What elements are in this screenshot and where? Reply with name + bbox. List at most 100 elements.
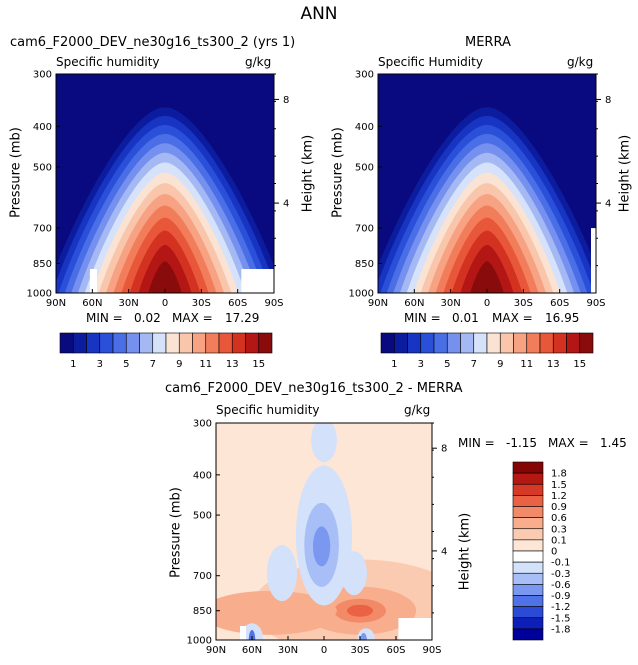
obs-colorbar-label: 5 [444,359,450,370]
model-ytick-label: 1000 [27,289,52,300]
diff-contour-region [248,630,256,640]
obs-colorbar-swatch [393,332,408,354]
model-xtick-label: 60S [228,298,247,309]
model-max-value: 17.29 [225,311,260,325]
model-humidity-plot [56,74,274,293]
obs-colorbar-swatch [446,332,461,354]
diff-units-label: g/kg [404,403,431,417]
model-colorbar-swatch [231,332,246,354]
obs-xtick-label: 0 [484,298,490,309]
model-colorbar-swatch [72,332,87,354]
diff-colorbar-label: -0.3 [551,569,571,580]
obs-missing-region [591,228,596,293]
model-colorbar-swatch [258,332,273,354]
diff-contour-region [347,604,373,617]
diff-colorbar-swatch [512,461,544,474]
diff-max-value: 1.45 [600,436,627,450]
model-colorbar-label: 5 [123,359,129,370]
model-colorbar-label: 1 [70,359,76,370]
model-colorbar-swatch [205,332,220,354]
diff-contour-region [311,603,337,618]
diff-xtick-label: 90S [422,645,441,656]
obs-xtick-label: 30N [441,298,461,309]
diff-ytick-label: 500 [193,511,212,522]
diff-colorbar-label: -0.1 [551,558,571,569]
model-y2tick-label: 8 [283,95,289,106]
model-units-label: g/kg [245,55,272,69]
model-xtick-label: 90S [264,298,283,309]
diff-colorbar-swatch [512,472,544,485]
diff-colorbar-swatch [512,528,544,541]
model-colorbar-swatch [112,332,127,354]
obs-xtick-label: 90N [368,298,388,309]
diff-colorbar-label: 0.9 [551,502,567,513]
obs-units-label: g/kg [567,55,594,69]
model-min-label: MIN = [86,311,123,325]
model-colorbar-label: 7 [150,359,156,370]
diff-ytick-label: 300 [193,419,212,430]
obs-colorbar-swatch [407,332,422,354]
model-missing-region [241,269,274,293]
model-colorbar-swatch [59,332,74,354]
obs-contour-15 [470,261,504,293]
obs-ytick-label: 300 [355,70,374,81]
model-contour-15 [148,261,182,293]
diff-colorbar-swatch [512,517,544,530]
model-y2tick-label: 4 [283,199,289,210]
diff-colorbar-label: -1.8 [551,624,571,635]
obs-colorbar-swatch [473,332,488,354]
model-missing-region [89,269,97,293]
obs-ylabel: Pressure (mb) [330,127,346,218]
model-colorbar-label: 9 [176,359,182,370]
model-xtick-label: 30S [192,298,211,309]
diff-colorbar-swatch [512,628,544,641]
diff-colorbar-swatch [512,483,544,496]
model-colorbar-swatch [245,332,260,354]
model-colorbar-swatch [218,332,233,354]
obs-ytick-label: 1000 [349,289,374,300]
diff-y2label: Height (km) [457,512,473,591]
model-field-label: Specific humidity [56,55,160,69]
model-colorbar-swatch [165,332,180,354]
diff-ylabel: Pressure (mb) [168,487,184,578]
obs-colorbar-swatch [420,332,435,354]
obs-colorbar-label: 15 [573,359,586,370]
obs-colorbar-label: 11 [520,359,533,370]
diff-colorbar-swatch [512,606,544,619]
obs-ytick-label: 850 [355,259,374,270]
obs-colorbar-swatch [499,332,514,354]
obs-ytick-label: 400 [355,122,374,133]
diff-colorbar-swatch [512,495,544,507]
obs-colorbar-label: 7 [471,359,477,370]
model-ytick-label: 500 [33,162,52,173]
obs-ytick-label: 700 [355,224,374,235]
diff-colorbar-label: 1.5 [551,480,567,491]
diff-xtick-label: 60S [386,645,405,656]
model-ytick-label: 400 [33,122,52,133]
obs-colorbar-label: 3 [418,359,424,370]
diff-contour-region [311,423,337,463]
diff-field-label: Specific humidity [216,403,320,417]
model-colorbar-label: 11 [199,359,212,370]
obs-colorbar-swatch [579,332,594,354]
diff-contour-region [266,545,298,602]
diff-colorbar-label: 0.1 [551,535,567,546]
diff-ytick-label: 850 [193,606,212,617]
obs-colorbar-swatch [433,332,448,354]
model-y2label: Height (km) [300,134,316,213]
diff-missing-region [240,626,246,640]
model-max-label: MAX = [172,311,213,325]
diff-colorbar-swatch [512,506,544,518]
diff-xtick-label: 60N [242,645,262,656]
diff-max-label: MAX = [548,436,589,450]
diff-colorbar-label: 1.8 [551,469,567,480]
obs-xtick-label: 90S [586,298,605,309]
obs-colorbar-swatch [539,332,554,354]
difference-humidity-plot [216,423,432,640]
diff-panel-title: cam6_F2000_DEV_ne30g16_ts300_2 - MERRA [165,381,463,396]
obs-max-label: MAX = [492,311,533,325]
diff-colorbar-label: -1.2 [551,602,571,613]
obs-colorbar-swatch [486,332,501,354]
obs-xtick-label: 60N [404,298,424,309]
obs-colorbar-swatch [513,332,528,354]
